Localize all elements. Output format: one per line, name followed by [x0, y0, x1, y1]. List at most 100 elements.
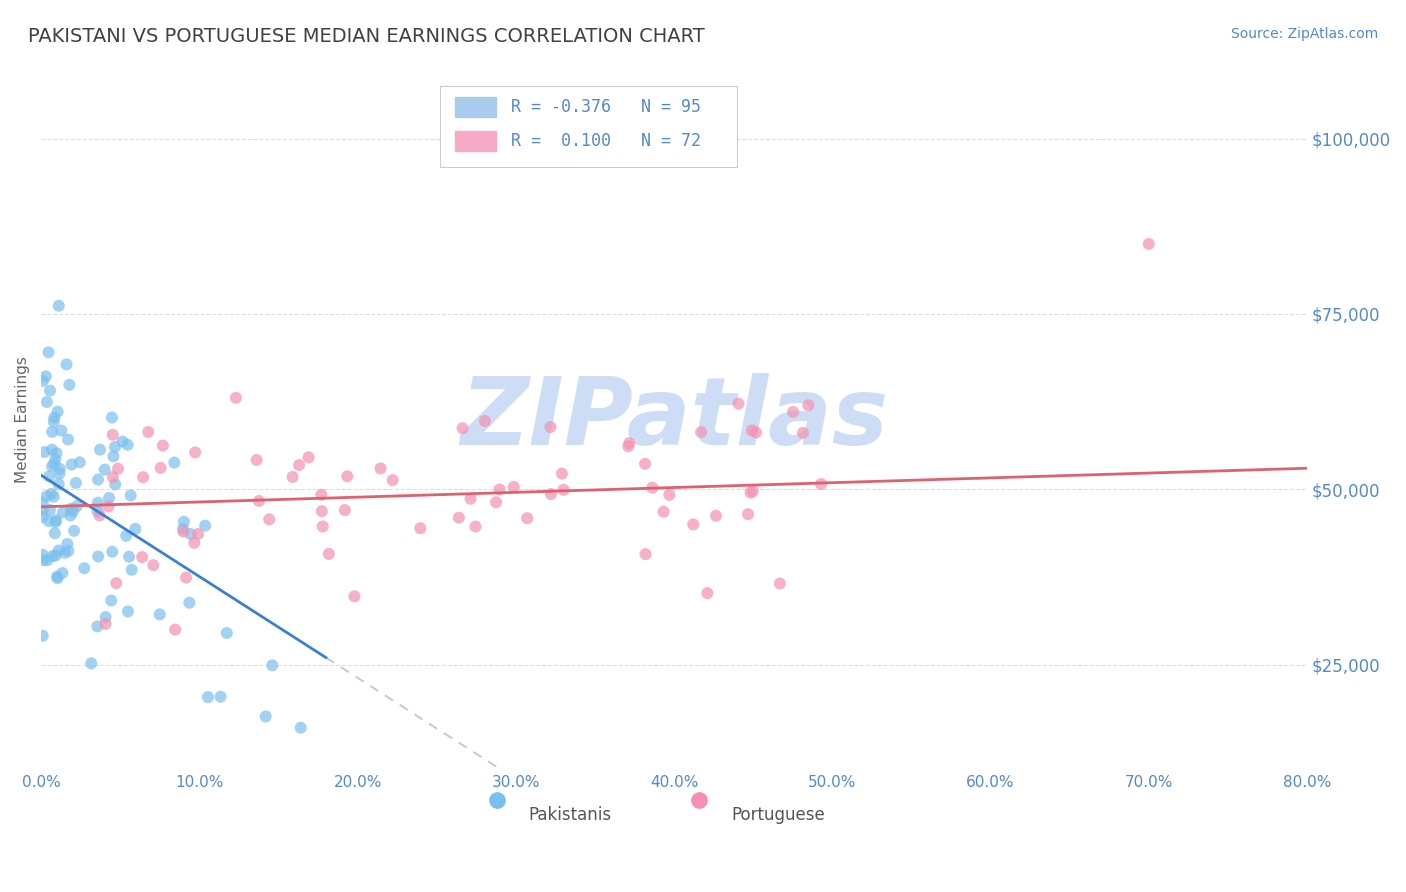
Point: [101, 545, 124, 559]
Point: [447, 510, 470, 524]
Point: [42, 415, 65, 429]
Point: [117, 604, 139, 618]
Point: [38, 514, 60, 528]
Point: [792, 425, 814, 440]
Point: [485, 495, 508, 509]
Point: [48, 467, 70, 481]
Point: [58, 544, 80, 558]
Point: [101, 410, 124, 425]
Point: [634, 547, 657, 561]
Point: [98, 491, 121, 505]
Point: [41, 459, 63, 474]
Point: [87, 496, 110, 510]
Point: [180, 527, 202, 541]
Point: [73, 561, 96, 575]
Point: [409, 521, 432, 535]
Point: [336, 469, 359, 483]
Point: [184, 445, 207, 459]
Point: [66, 499, 89, 513]
Point: [149, 607, 172, 622]
Point: [31, 510, 53, 524]
Point: [245, 453, 267, 467]
Point: [35, 369, 58, 384]
Point: [45, 549, 67, 563]
Point: [51, 566, 73, 580]
Point: [737, 507, 759, 521]
Point: [97, 500, 120, 514]
Point: [194, 518, 217, 533]
Point: [381, 473, 404, 487]
Point: [163, 456, 186, 470]
Point: [38, 345, 60, 359]
Point: [104, 440, 127, 454]
Point: [46, 571, 69, 585]
Point: [117, 438, 139, 452]
Point: [254, 709, 277, 723]
Point: [197, 690, 219, 704]
Point: [94, 610, 117, 624]
Point: [682, 517, 704, 532]
Point: [89, 508, 111, 523]
Point: [641, 481, 664, 495]
Point: [551, 467, 574, 481]
Point: [120, 488, 142, 502]
Point: [44, 457, 66, 471]
Point: [333, 503, 356, 517]
Point: [617, 439, 640, 453]
Text: ZIPatlas: ZIPatlas: [460, 373, 889, 465]
Point: [173, 515, 195, 529]
Point: [41, 487, 63, 501]
Point: [44, 452, 66, 467]
Point: [69, 455, 91, 469]
Point: [32, 553, 55, 567]
Point: [741, 484, 763, 499]
Point: [60, 501, 83, 516]
Point: [464, 519, 486, 533]
Point: [740, 485, 762, 500]
Point: [63, 524, 86, 538]
Point: [297, 450, 319, 465]
Point: [87, 473, 110, 487]
Point: [311, 488, 333, 502]
Point: [34, 445, 56, 459]
Point: [179, 596, 201, 610]
Y-axis label: Median Earnings: Median Earnings: [15, 356, 30, 483]
Point: [48, 299, 70, 313]
Point: [62, 504, 84, 518]
Point: [86, 619, 108, 633]
Point: [769, 576, 792, 591]
Point: [215, 626, 238, 640]
Point: [115, 529, 138, 543]
Point: [31, 629, 53, 643]
Point: [52, 505, 75, 519]
Text: Pakistanis: Pakistanis: [529, 806, 612, 824]
Text: PAKISTANI VS PORTUGUESE MEDIAN EARNINGS CORRELATION CHART: PAKISTANI VS PORTUGUESE MEDIAN EARNINGS …: [28, 27, 704, 45]
Point: [35, 489, 58, 503]
Point: [124, 522, 146, 536]
Point: [619, 436, 641, 450]
Point: [44, 526, 66, 541]
Point: [290, 721, 312, 735]
Point: [60, 458, 83, 472]
Point: [538, 420, 561, 434]
Point: [38, 469, 60, 483]
Point: [41, 549, 63, 564]
Point: [31, 496, 53, 510]
Point: [46, 405, 69, 419]
Point: [318, 547, 340, 561]
Point: [35, 395, 58, 409]
Point: [48, 543, 70, 558]
Point: [86, 504, 108, 518]
Point: [288, 458, 311, 472]
Point: [172, 522, 194, 536]
Point: [59, 508, 82, 523]
Point: [343, 589, 366, 603]
Text: Portuguese: Portuguese: [731, 806, 825, 824]
Point: [49, 462, 72, 476]
Point: [142, 558, 165, 573]
Point: [53, 546, 76, 560]
Point: [58, 377, 80, 392]
Point: [132, 470, 155, 484]
Point: [89, 442, 111, 457]
Point: [42, 490, 65, 504]
